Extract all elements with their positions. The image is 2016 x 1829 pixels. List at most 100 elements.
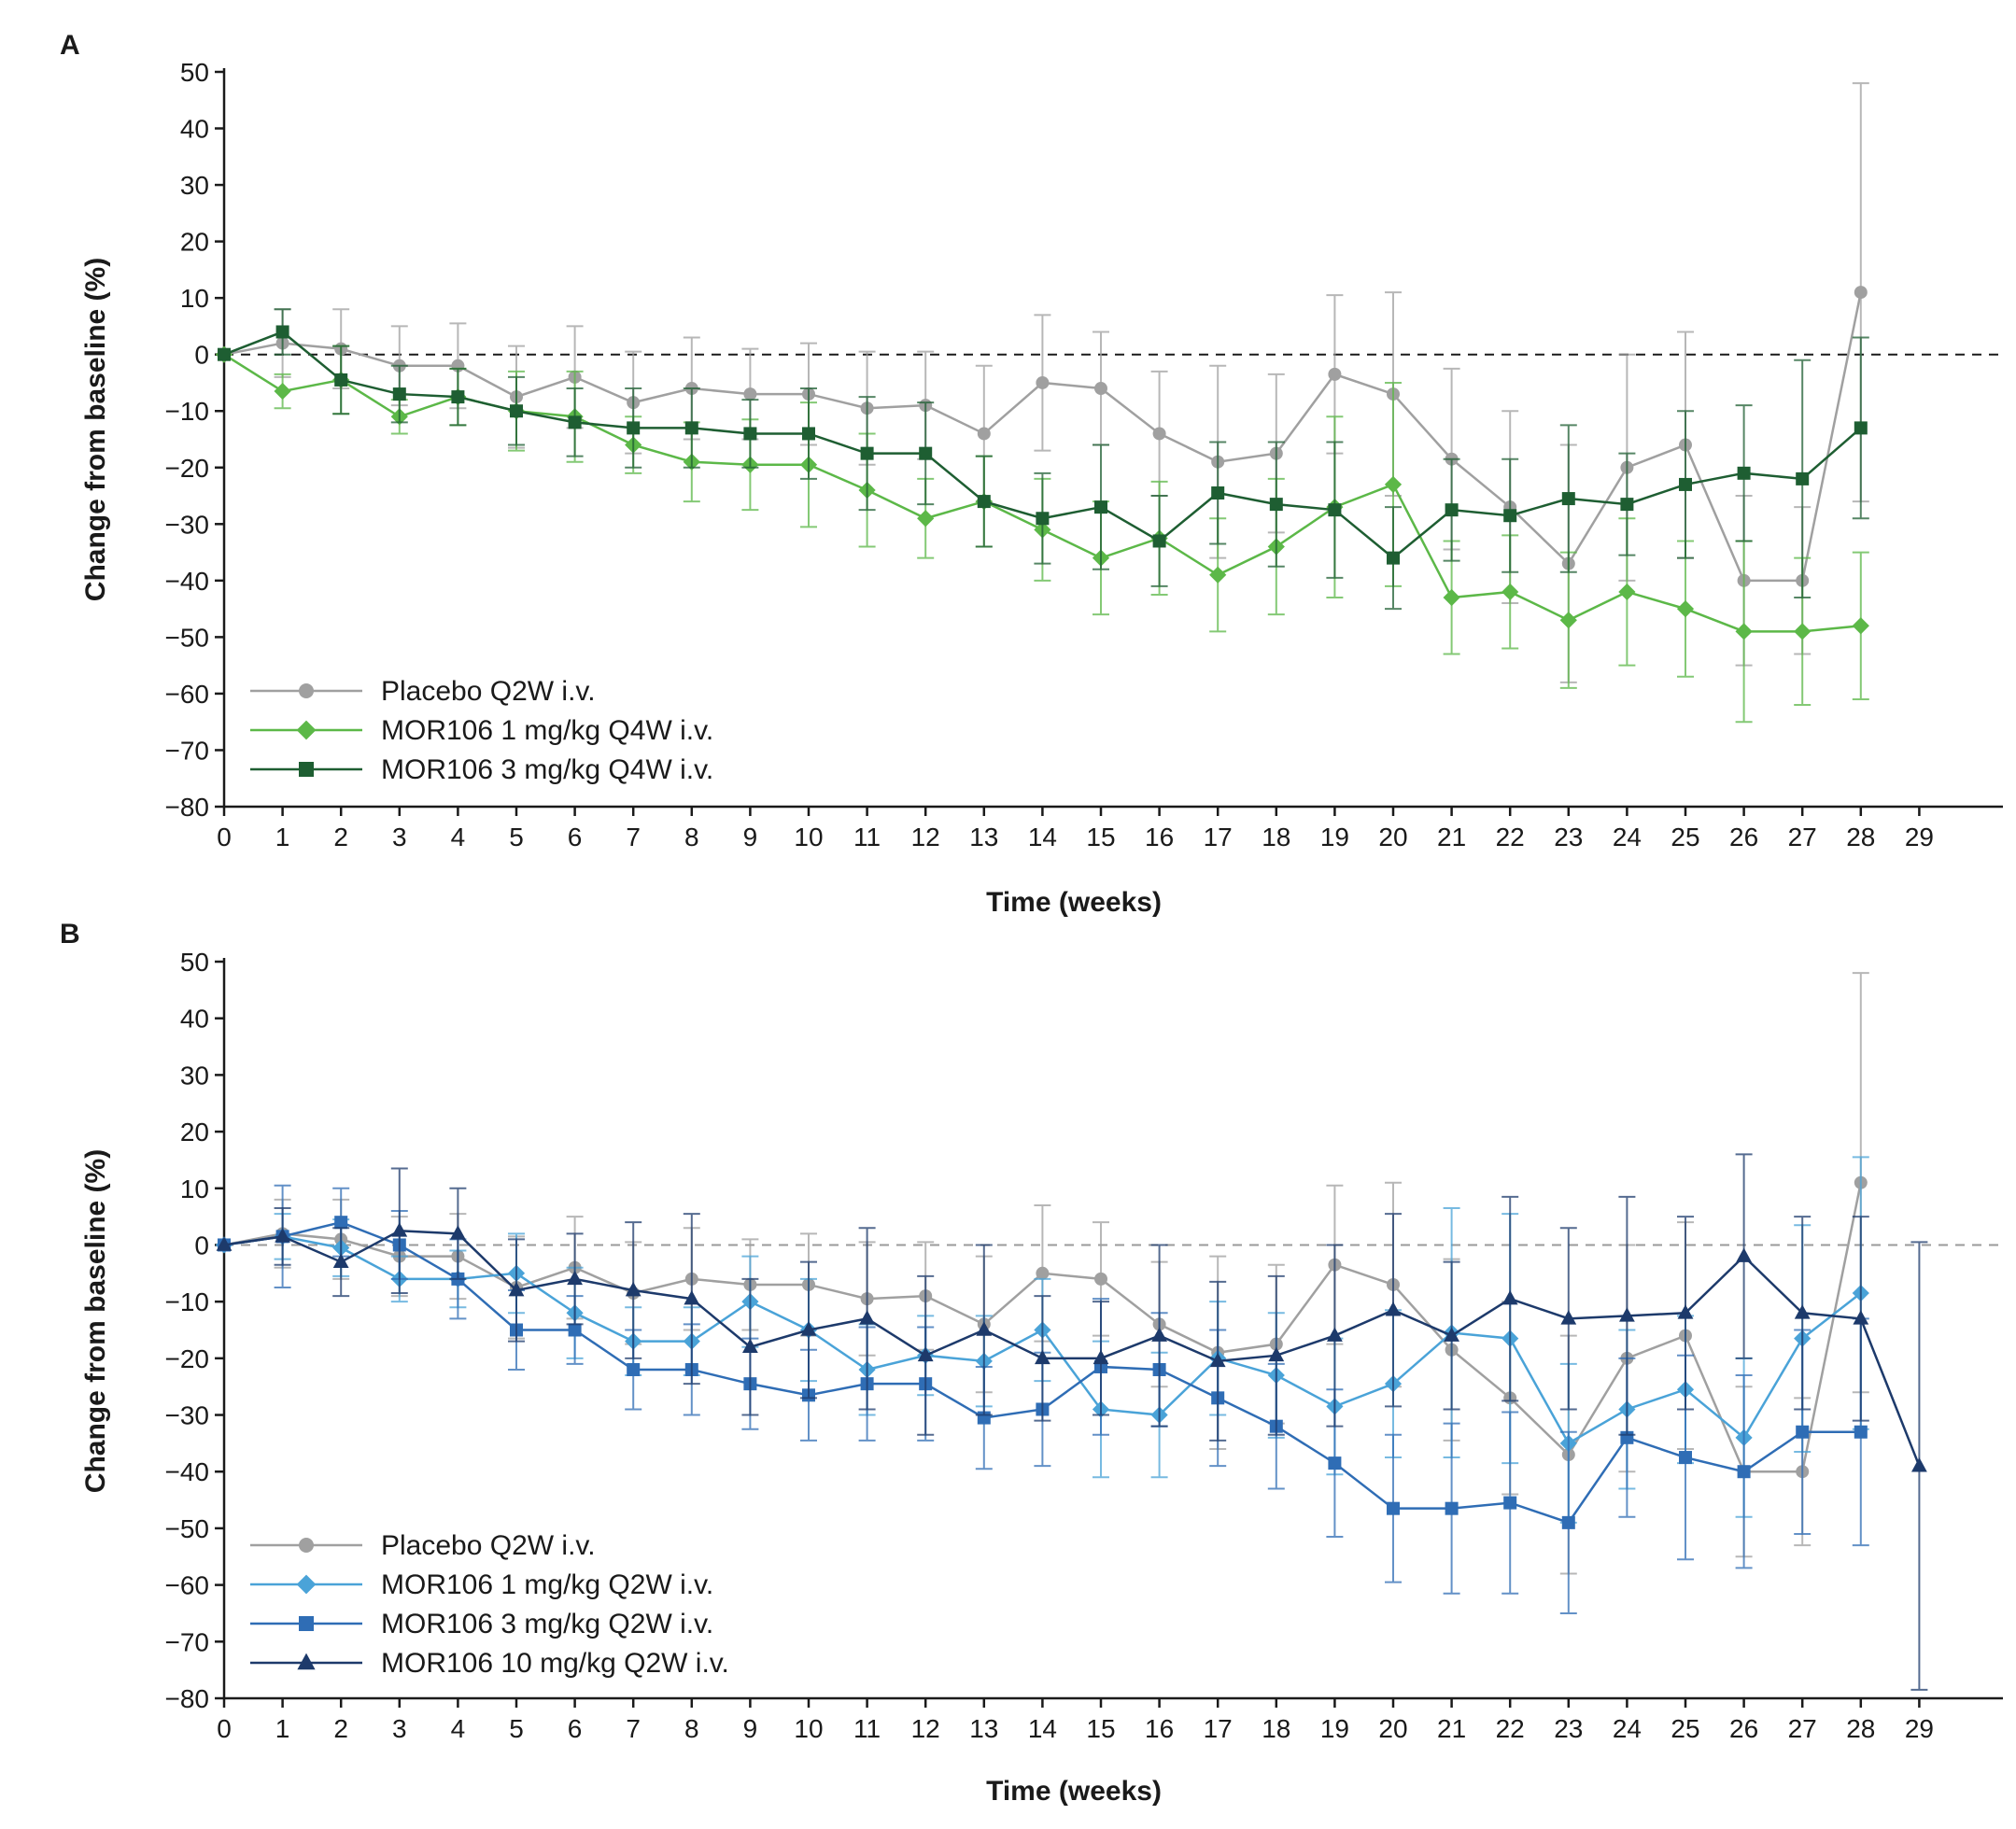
panel-a-y-tick-label: −40	[165, 567, 210, 596]
panel-a-x-tick-label: 19	[1320, 823, 1349, 851]
panel-b-x-tick-label: 1	[275, 1714, 290, 1743]
panel-a-y-tick-label: 40	[180, 115, 209, 144]
panel-b-y-tick-label: −70	[165, 1627, 210, 1656]
panel-b-series-4-point	[742, 1338, 758, 1354]
panel-a-series-1-point	[1854, 286, 1868, 300]
panel-b-series-4-point	[1268, 1346, 1285, 1362]
panel-a-series-3-point	[218, 347, 231, 361]
panel-a-series-2-point	[1618, 583, 1636, 601]
panel-a-series-3-point	[1269, 498, 1283, 512]
panel-a-series-3-point	[1561, 492, 1575, 506]
panel-b-series-4-point	[1385, 1301, 1402, 1316]
panel-a-series-3-point	[1503, 509, 1517, 523]
panel-a-y-tick-label: −70	[165, 736, 210, 765]
panel-b-x-tick-label: 15	[1086, 1714, 1115, 1743]
panel-b-y-tick-label: −40	[165, 1457, 210, 1486]
panel-b: B Change from baseline (%) Time (weeks) …	[60, 919, 2003, 1807]
panel-b-x-tick-label: 23	[1554, 1714, 1583, 1743]
panel-a-legend-swatch-marker	[299, 683, 314, 698]
panel-a-series-3-point	[1328, 503, 1342, 517]
panel-b-x-tick-label: 18	[1262, 1714, 1290, 1743]
panel-b-x-tick-label: 9	[743, 1714, 758, 1743]
panel-a-y-tick-label: −30	[165, 510, 210, 539]
panel-b-y-tick-label: −60	[165, 1571, 210, 1600]
panel-b-legend-item: MOR106 10 mg/kg Q2W i.v.	[250, 1648, 729, 1679]
panel-b-x-tick-label: 28	[1846, 1714, 1875, 1743]
panel-a-x-tick-label: 2	[333, 823, 348, 851]
panel-a-series-2-point	[274, 382, 291, 401]
panel-b-x-tick-label: 5	[509, 1714, 524, 1743]
panel-b-series-4-point	[1677, 1304, 1694, 1319]
panel-a-x-tick-label: 17	[1204, 823, 1233, 851]
panel-b-series-3-point	[1796, 1425, 1810, 1439]
panel-b-x-tick-label: 16	[1145, 1714, 1174, 1743]
panel-a-series-1-point	[977, 427, 991, 441]
panel-b-x-tick-label: 27	[1788, 1714, 1817, 1743]
panel-b-x-tick-label: 3	[392, 1714, 407, 1743]
panel-a-x-tick-label: 7	[626, 823, 641, 851]
panel-b-x-tick-label: 20	[1378, 1714, 1407, 1743]
panel-a-series-3-point	[977, 495, 991, 509]
panel-a-series-3-point	[1737, 466, 1751, 480]
panel-b-series-4-point	[508, 1281, 525, 1297]
panel-b-series-4-point	[1035, 1349, 1050, 1365]
panel-b-series-4-point	[450, 1225, 466, 1240]
panel-b-x-tick-label: 19	[1320, 1714, 1349, 1743]
panel-a-legend-item: Placebo Q2W i.v.	[250, 676, 596, 707]
panel-a-x-tick-label: 26	[1729, 823, 1758, 851]
panel-b-series-4-point	[976, 1321, 993, 1336]
panel-b-legend-swatch-marker	[297, 1653, 316, 1670]
panel-b-y-tick-label: 20	[180, 1118, 209, 1147]
panel-a-series-3-point	[1211, 486, 1225, 500]
panel-b-x-tick-label: 13	[969, 1714, 998, 1743]
panel-a-series-3-point	[919, 446, 933, 460]
panel-b-x-tick-label: 29	[1905, 1714, 1934, 1743]
panel-a-x-tick-label: 20	[1378, 823, 1407, 851]
panel-a-y-tick-label: 20	[180, 228, 209, 257]
panel-b-series-3-point	[1561, 1515, 1575, 1529]
panel-a-x-tick-label: 23	[1554, 823, 1583, 851]
panel-b-x-tick-label: 14	[1028, 1714, 1057, 1743]
panel-a-legend-item: MOR106 1 mg/kg Q4W i.v.	[250, 715, 713, 746]
panel-b-series-4-point	[567, 1270, 583, 1286]
panel-b-legend-label: Placebo Q2W i.v.	[381, 1530, 596, 1561]
panel-a-legend-swatch-marker	[296, 720, 317, 740]
panel-a-y-axis-title: Change from baseline (%)	[80, 258, 111, 601]
panel-a-x-tick-label: 24	[1613, 823, 1642, 851]
panel-b-series-4-point	[859, 1310, 875, 1325]
panel-b-series-3-point	[1387, 1501, 1400, 1515]
panel-b-series-4-point	[800, 1321, 817, 1336]
panel-a-legend-swatch-marker	[299, 762, 314, 777]
panel-b-series-4-point	[1093, 1349, 1109, 1365]
panel-a-series-3-point	[684, 421, 698, 435]
panel-label-b: B	[60, 919, 80, 950]
panel-a-y-tick-label: −80	[165, 793, 210, 822]
panel-a-series-2-point	[1501, 583, 1519, 601]
panel-a-x-tick-label: 15	[1086, 823, 1115, 851]
panel-a-series-3	[218, 308, 1869, 611]
panel-b-x-tick-label: 22	[1496, 1714, 1525, 1743]
panel-a-series-3-point	[334, 373, 348, 387]
panel-a-series-3-point	[510, 404, 523, 418]
panel-b-series-3-point	[1328, 1456, 1342, 1470]
panel-b-legend-swatch-marker	[299, 1616, 314, 1631]
panel-a-y-tick-label: 50	[180, 58, 209, 87]
panel-b-y-tick-label: 40	[180, 1005, 209, 1034]
panel-b-y-tick-label: −50	[165, 1514, 210, 1543]
panel-a-series-3-point	[1620, 498, 1634, 512]
panel-a-x-tick-label: 9	[743, 823, 758, 851]
panel-a-series-2-point	[1852, 617, 1869, 635]
panel-a-y-tick-label: 0	[194, 341, 209, 370]
panel-b-series-4-point	[684, 1290, 700, 1305]
panel-a-x-tick-label: 4	[451, 823, 466, 851]
panel-b-y-tick-label: 10	[180, 1175, 209, 1203]
panel-a-series-3-point	[392, 387, 406, 401]
panel-b-y-tick-label: 0	[194, 1231, 209, 1259]
panel-a-series-3-point	[1152, 534, 1166, 548]
panel-b-y-axis-title: Change from baseline (%)	[80, 1149, 111, 1493]
panel-b-series-4-point	[1853, 1310, 1869, 1325]
panel-b-x-tick-label: 24	[1613, 1714, 1642, 1743]
